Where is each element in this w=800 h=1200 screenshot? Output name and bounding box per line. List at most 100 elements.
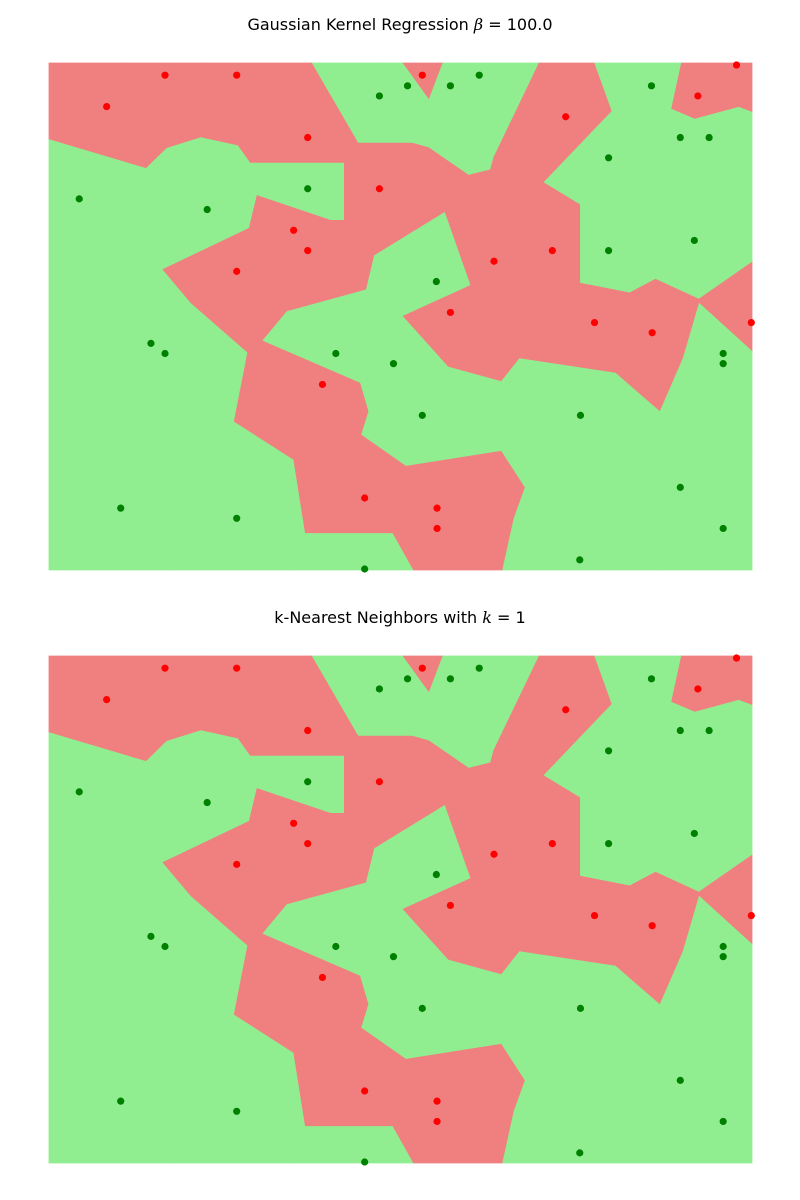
green-region-cell bbox=[694, 699, 753, 790]
green-data-point bbox=[719, 1117, 727, 1126]
green-data-point bbox=[233, 1107, 241, 1115]
green-data-point bbox=[446, 82, 455, 90]
red-data-point bbox=[361, 494, 369, 502]
title-prefix: k-Nearest Neighbors with bbox=[274, 608, 483, 627]
red-data-point bbox=[490, 850, 498, 858]
green-data-point bbox=[75, 788, 83, 796]
green-data-point bbox=[446, 675, 455, 683]
training-points bbox=[75, 654, 755, 1166]
green-data-point bbox=[705, 726, 713, 735]
red-data-point bbox=[103, 696, 111, 704]
green-data-point bbox=[647, 82, 656, 90]
green-data-point bbox=[304, 185, 312, 193]
red-data-point bbox=[304, 726, 312, 735]
red-data-point bbox=[732, 654, 741, 662]
red-data-point bbox=[747, 911, 755, 920]
green-data-point bbox=[719, 942, 727, 951]
decision-regions bbox=[48, 655, 753, 1164]
title-symbol: β bbox=[473, 15, 484, 34]
training-points bbox=[75, 61, 755, 573]
green-data-point bbox=[676, 483, 684, 491]
chart-title: Gaussian Kernel Regression β = 100.0 bbox=[0, 14, 800, 36]
green-region-cell bbox=[457, 655, 539, 752]
green-data-point bbox=[719, 360, 727, 368]
green-data-point bbox=[705, 133, 713, 142]
decision-regions bbox=[48, 62, 753, 571]
green-region-cell bbox=[262, 882, 376, 977]
red-region-cell bbox=[391, 517, 515, 571]
green-data-point bbox=[361, 1158, 369, 1166]
green-data-point bbox=[719, 349, 727, 358]
red-data-point bbox=[418, 71, 426, 79]
red-data-point bbox=[375, 185, 384, 193]
green-data-point bbox=[475, 71, 483, 79]
red-data-point bbox=[433, 524, 441, 533]
green-data-point bbox=[203, 205, 211, 214]
green-data-point bbox=[389, 360, 398, 368]
red-data-point bbox=[304, 133, 312, 142]
green-region-cell bbox=[457, 62, 539, 159]
green-data-point bbox=[604, 154, 613, 162]
green-data-point bbox=[117, 1097, 125, 1105]
red-data-point bbox=[562, 706, 570, 714]
red-data-point bbox=[490, 257, 498, 265]
green-region-cell bbox=[502, 1079, 658, 1164]
green-data-point bbox=[233, 514, 241, 522]
red-data-point bbox=[161, 71, 169, 79]
title-suffix: = 1 bbox=[491, 608, 526, 627]
green-data-point bbox=[475, 664, 483, 672]
green-data-point bbox=[75, 195, 83, 203]
green-region-cell bbox=[289, 533, 414, 571]
red-data-point bbox=[648, 329, 656, 337]
green-region-cell bbox=[694, 106, 753, 197]
green-data-point bbox=[147, 339, 155, 347]
green-data-point bbox=[432, 277, 440, 286]
chart-title: k-Nearest Neighbors with k = 1 bbox=[0, 607, 800, 629]
green-data-point bbox=[604, 246, 613, 255]
decision-region-plot bbox=[48, 654, 755, 1166]
red-data-point bbox=[361, 1087, 369, 1095]
gaussian-kernel-panel: Gaussian Kernel Regression β = 100.0 bbox=[0, 14, 800, 573]
green-data-point bbox=[418, 1004, 426, 1012]
green-data-point bbox=[375, 685, 384, 693]
green-data-point bbox=[361, 565, 369, 573]
title-symbol: k bbox=[482, 608, 492, 627]
red-data-point bbox=[446, 901, 455, 910]
red-data-point bbox=[433, 1117, 441, 1126]
green-data-point bbox=[676, 133, 684, 142]
green-data-point bbox=[690, 236, 698, 245]
green-data-point bbox=[161, 942, 169, 951]
green-region-cell bbox=[646, 780, 753, 892]
green-data-point bbox=[161, 349, 169, 358]
green-region-cell bbox=[502, 486, 658, 571]
green-data-point bbox=[676, 1076, 684, 1084]
red-data-point bbox=[694, 92, 702, 100]
red-data-point bbox=[648, 922, 656, 930]
red-data-point bbox=[290, 819, 298, 827]
red-data-point bbox=[233, 267, 241, 275]
green-region-cell bbox=[289, 1126, 414, 1164]
green-data-point bbox=[604, 839, 613, 848]
red-data-point bbox=[694, 685, 702, 693]
red-data-point bbox=[233, 860, 241, 868]
green-data-point bbox=[403, 82, 412, 90]
green-data-point bbox=[332, 942, 340, 951]
green-data-point bbox=[690, 829, 698, 838]
red-data-point bbox=[290, 226, 298, 234]
green-data-point bbox=[576, 1149, 584, 1157]
red-data-point bbox=[418, 664, 426, 672]
green-data-point bbox=[719, 524, 727, 533]
green-data-point bbox=[418, 411, 426, 419]
green-region-cell bbox=[646, 187, 753, 299]
green-region-cell bbox=[580, 203, 656, 293]
green-data-point bbox=[117, 504, 125, 512]
green-data-point bbox=[719, 953, 727, 961]
red-data-point bbox=[548, 246, 556, 255]
title-prefix: Gaussian Kernel Regression bbox=[247, 15, 474, 34]
green-data-point bbox=[389, 953, 398, 961]
red-data-point bbox=[747, 318, 755, 327]
green-data-point bbox=[403, 675, 412, 683]
title-suffix: = 100.0 bbox=[483, 15, 553, 34]
green-data-point bbox=[203, 798, 211, 807]
red-data-point bbox=[304, 839, 312, 848]
